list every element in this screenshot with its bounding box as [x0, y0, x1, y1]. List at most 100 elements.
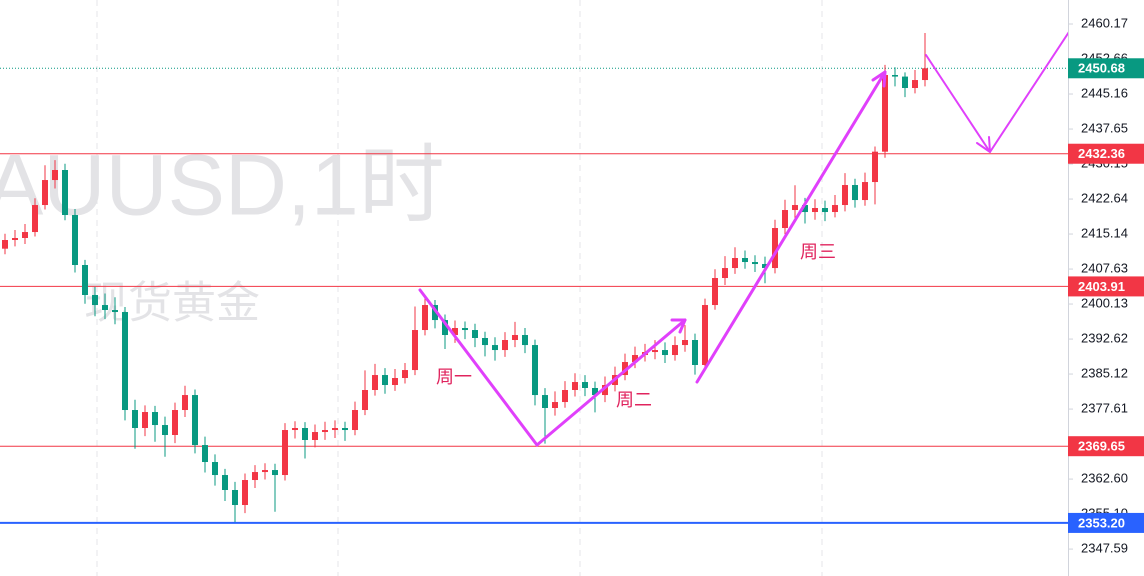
candle-body: [512, 335, 518, 341]
candle-body: [662, 350, 668, 356]
candle-body: [772, 228, 778, 269]
candle-body: [492, 345, 498, 351]
candle-body: [262, 470, 268, 473]
candle-body: [752, 262, 758, 265]
candle-body: [72, 215, 78, 266]
candle-body: [352, 410, 358, 431]
candle-body: [212, 462, 218, 476]
arrow-head: [976, 136, 991, 153]
levels: [0, 67, 1068, 524]
candle-body: [862, 182, 868, 201]
candle-body: [782, 210, 788, 229]
candle-body: [322, 430, 328, 433]
annotation: 周二: [616, 390, 652, 410]
candle-body: [272, 470, 278, 476]
candle-body: [192, 395, 198, 446]
candle-body: [62, 170, 68, 216]
candle-body: [452, 328, 458, 336]
candle-body: [922, 68, 928, 81]
arrow-head: [871, 70, 887, 88]
candle-body: [432, 305, 438, 321]
arrow-path: [695, 70, 887, 384]
candle-body: [182, 395, 188, 411]
candle-body: [822, 208, 828, 213]
candle-body: [582, 382, 588, 388]
y-tick-label: 2392.62: [1081, 331, 1128, 346]
candle-body: [812, 208, 818, 213]
y-tick-label: 2407.63: [1081, 261, 1128, 276]
candle-body: [502, 340, 508, 351]
candle-body: [882, 74, 888, 152]
arrow-path: [418, 288, 687, 447]
candle-body: [532, 345, 538, 396]
candle-body: [652, 350, 658, 353]
candle-body: [32, 205, 38, 233]
candle-body: [162, 425, 168, 436]
candle-body: [692, 340, 698, 366]
candle-body: [632, 355, 638, 363]
candle-body: [82, 265, 88, 295]
price-badge: [1068, 58, 1144, 79]
candle-body: [792, 205, 798, 211]
candle-body: [2, 240, 8, 249]
candle-body: [122, 312, 128, 411]
candle-body: [332, 428, 338, 431]
price-badge-label: 2450.68: [1078, 61, 1125, 76]
candle-body: [412, 330, 418, 371]
price-badges: 2450.68 2432.36 2403.91 2369.65 2353.20: [1068, 58, 1144, 533]
candle-body: [742, 258, 748, 263]
candle-body: [912, 80, 918, 89]
candle-body: [592, 387, 598, 396]
candle-body: [282, 430, 288, 476]
candle-body: [842, 185, 848, 206]
price-badge: [1068, 276, 1144, 297]
candle-body: [872, 151, 878, 183]
candle-body: [52, 170, 58, 181]
candle-body: [422, 305, 428, 331]
arrows: [418, 0, 1091, 447]
candle-body: [672, 345, 678, 356]
y-tick-label: 2460.17: [1081, 15, 1128, 30]
candle-body: [172, 410, 178, 436]
candle-body: [252, 472, 258, 481]
candle-body: [232, 489, 238, 506]
candle-body: [132, 410, 138, 429]
candle-body: [902, 76, 908, 89]
candle-body: [542, 395, 548, 409]
candle-body: [572, 382, 578, 391]
y-tick-label: 2415.14: [1081, 225, 1128, 240]
candle-body: [602, 385, 608, 396]
price-badge: [1068, 436, 1144, 457]
candle-body: [442, 320, 448, 336]
annotation: 周一: [436, 367, 472, 387]
y-tick-label: 2445.16: [1081, 85, 1128, 100]
candle-body: [482, 337, 488, 346]
y-tick-label: 2347.59: [1081, 541, 1128, 556]
candle-body: [302, 428, 308, 440]
candle-body: [12, 238, 18, 241]
price-badge-label: 2432.36: [1078, 146, 1125, 161]
candle-body: [802, 205, 808, 213]
y-tick-label: 2385.12: [1081, 365, 1128, 380]
candle-body: [372, 375, 378, 391]
price-badge-label: 2369.65: [1078, 439, 1125, 454]
vertical-grid: [96, 0, 823, 576]
candle-body: [702, 305, 708, 366]
candle-body: [382, 375, 388, 386]
candle-body: [402, 370, 408, 379]
candle-body: [342, 428, 348, 431]
candle-body: [102, 305, 108, 311]
candle-body: [852, 185, 858, 201]
arrow-head: [670, 318, 687, 334]
candle-body: [392, 378, 398, 386]
candle-body: [462, 328, 468, 331]
candle-body: [552, 402, 558, 409]
candle-body: [242, 480, 248, 506]
y-tick-label: 2437.65: [1081, 120, 1128, 135]
candle-body: [312, 432, 318, 440]
candle-body: [522, 335, 528, 346]
candle-body: [712, 278, 718, 306]
candle-body: [292, 428, 298, 431]
price-badge: [1068, 512, 1144, 533]
